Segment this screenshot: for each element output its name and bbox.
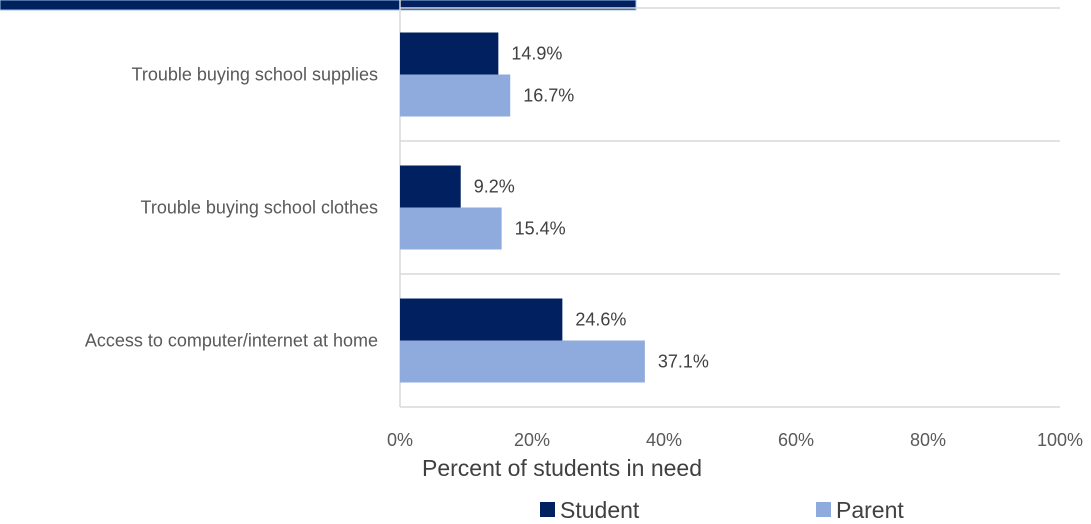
- data-label: 15.4%: [515, 219, 566, 239]
- top-banner: [0, 0, 637, 11]
- category-label: Access to computer/internet at home: [85, 331, 378, 351]
- data-label: 14.9%: [511, 44, 562, 64]
- labels: 14.9% 16.7% Trouble buying school supplies…: [85, 44, 1083, 451]
- legend-swatch-student: [540, 502, 555, 517]
- legend-label-parent: Parent: [836, 497, 904, 523]
- data-label: 9.2%: [474, 177, 515, 197]
- bar-parent: [400, 74, 511, 117]
- x-tick-label: 100%: [1037, 430, 1083, 450]
- legend: Student Parent: [540, 497, 904, 523]
- bar-student: [400, 32, 499, 75]
- bars: [400, 32, 645, 383]
- x-tick-label: 0%: [387, 430, 413, 450]
- data-label: 16.7%: [523, 86, 574, 106]
- x-axis-title: Percent of students in need: [422, 455, 702, 481]
- x-tick-label: 40%: [646, 430, 682, 450]
- data-label: 24.6%: [575, 310, 626, 330]
- data-label: 37.1%: [658, 352, 709, 372]
- bar-parent: [400, 207, 502, 250]
- bar-student: [400, 298, 563, 341]
- x-tick-label: 80%: [910, 430, 946, 450]
- bar-parent: [400, 340, 645, 383]
- legend-label-student: Student: [560, 497, 640, 523]
- bar-student: [400, 165, 461, 208]
- category-label: Trouble buying school clothes: [141, 198, 378, 218]
- x-tick-label: 20%: [514, 430, 550, 450]
- category-label: Trouble buying school supplies: [132, 65, 378, 85]
- legend-swatch-parent: [816, 502, 831, 517]
- x-tick-label: 60%: [778, 430, 814, 450]
